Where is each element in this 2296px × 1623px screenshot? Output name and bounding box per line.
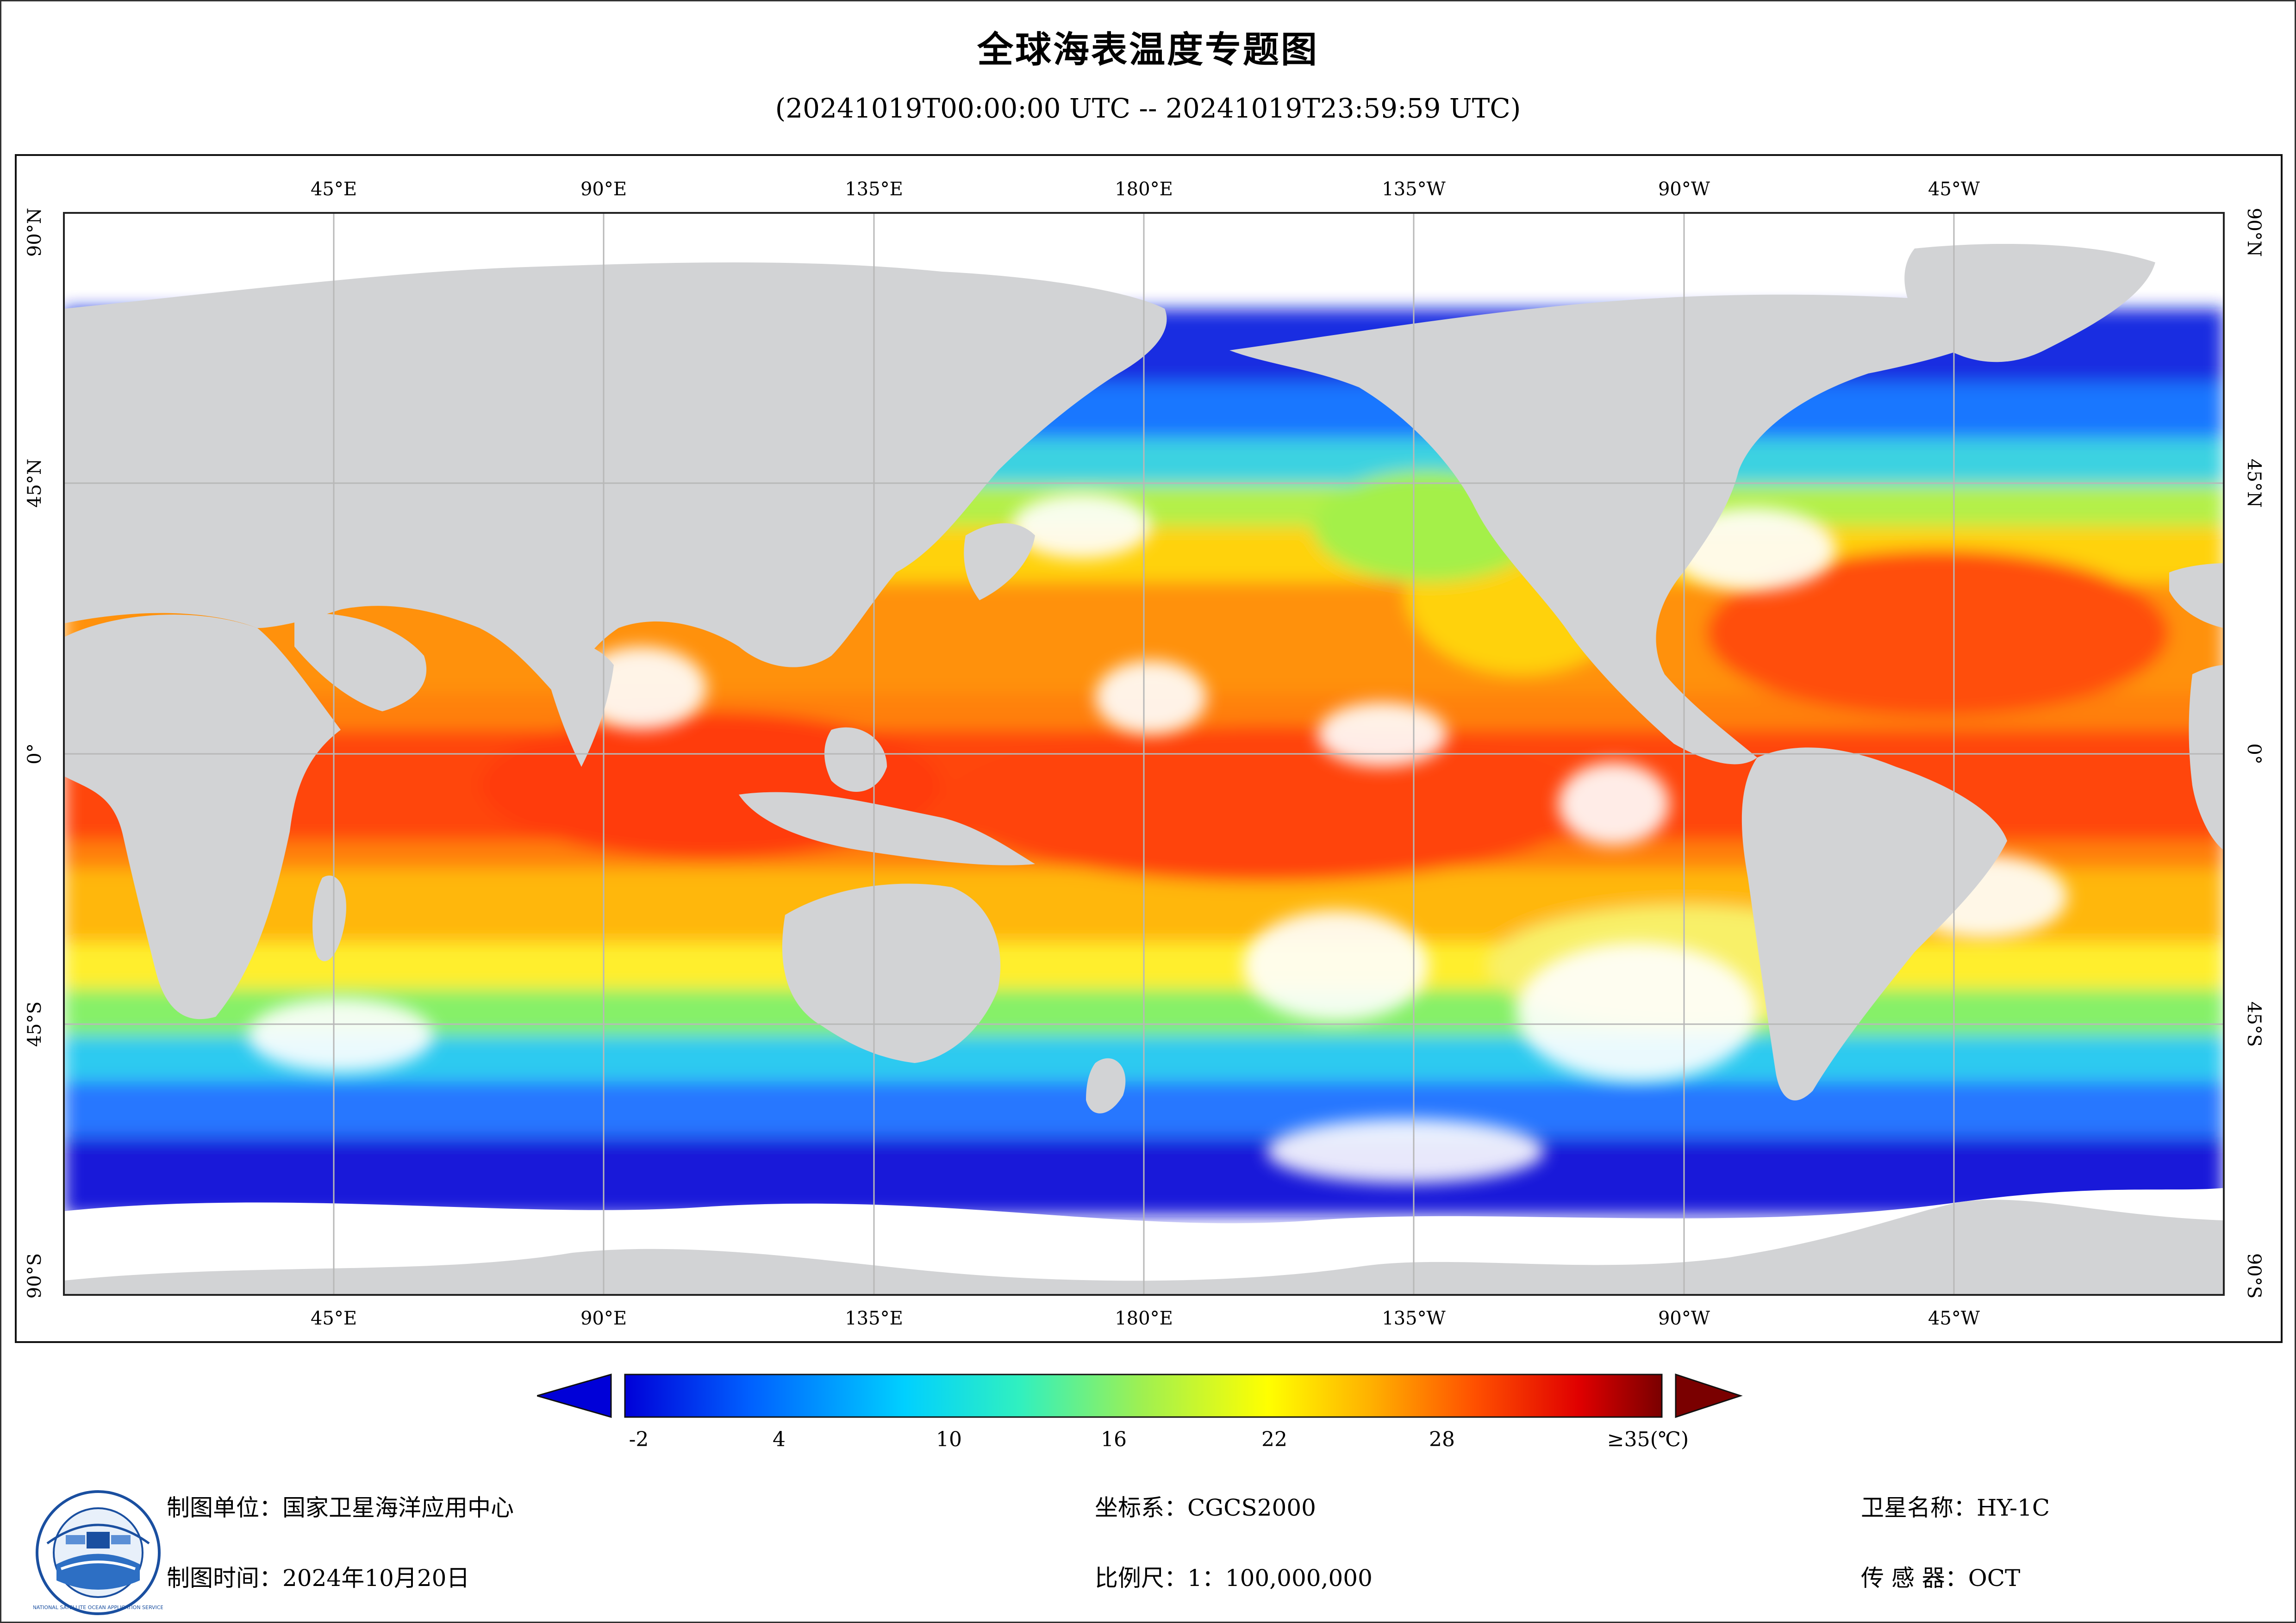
iberia-east-edge: [2169, 563, 2224, 628]
footer-satellite: 卫星名称：HY-1C: [1861, 1494, 2050, 1521]
map-subtitle: (20241019T00:00:00 UTC -- 20241019T23:59…: [775, 93, 1521, 124]
lon-tick-bottom-3: 180°E: [1115, 1308, 1173, 1329]
australia: [782, 883, 1001, 1063]
map-frame: 45°E 90°E 135°E 180°E 135°W 90°W 45°W 45…: [15, 154, 2283, 1343]
footer-date: 制图时间：2024年10月20日: [167, 1565, 470, 1592]
africa: [64, 615, 341, 1020]
lat-tick-right-3: 45°S: [2243, 1001, 2265, 1047]
footer-org: 制图单位：国家卫星海洋应用中心: [167, 1494, 514, 1521]
lat-tick-right-2: 0°: [2243, 743, 2265, 764]
colorbar-label-2: 10: [936, 1428, 962, 1451]
lon-tick-top-5: 90°W: [1658, 179, 1710, 200]
colorbar-min-arrow: [537, 1374, 612, 1418]
lon-tick-top-2: 135°E: [845, 179, 903, 200]
new-zealand: [1086, 1058, 1126, 1113]
lat-tick-left-3: 45°S: [24, 1001, 45, 1047]
lat-tick-left-2: 0°: [24, 743, 45, 764]
lon-tick-bottom-2: 135°E: [845, 1308, 903, 1329]
lon-tick-top-1: 90°E: [580, 179, 627, 200]
lat-tick-right-4: 90°S: [2243, 1253, 2265, 1299]
lat-ticks-left: 90°N 45°N 0° 45°S 90°S: [24, 208, 45, 1299]
arabian-peninsula: [294, 613, 427, 711]
north-america: [1229, 294, 2030, 765]
lon-tick-top-0: 45°E: [311, 179, 357, 200]
colorbar-label-3: 16: [1101, 1428, 1127, 1451]
lon-tick-bottom-4: 135°W: [1382, 1308, 1445, 1329]
map-inner-border: [63, 212, 2225, 1296]
madagascar: [312, 875, 346, 962]
borneo: [824, 727, 887, 792]
west-africa-east-edge: [2189, 665, 2224, 850]
eurasia: [64, 262, 1167, 702]
lat-tick-left-1: 45°N: [24, 459, 45, 508]
lon-tick-bottom-6: 45°W: [1928, 1308, 1980, 1329]
indonesia: [739, 792, 1035, 865]
lat-tick-right-1: 45°N: [2243, 459, 2265, 508]
colorbar-label-4: 22: [1261, 1428, 1287, 1451]
lat-tick-right-0: 90°N: [2243, 208, 2265, 257]
sst-map[interactable]: 45°E 90°E 135°E 180°E 135°W 90°W 45°W 45…: [17, 156, 2281, 1341]
footer-crs: 坐标系：CGCS2000: [1095, 1494, 1316, 1521]
lon-tick-top-3: 180°E: [1115, 179, 1173, 200]
lat-tick-left-0: 90°N: [24, 208, 45, 257]
logo-ring-text: NATIONAL SATELLITE OCEAN APPLICATION SER…: [33, 1604, 163, 1611]
colorbar-legend: -2 4 10 16 22 28 ≥35(℃): [537, 1373, 1743, 1451]
graticule: [64, 213, 2224, 1295]
colorbar-label-1: 4: [773, 1428, 786, 1451]
lon-ticks-bottom: 45°E 90°E 135°E 180°E 135°W 90°W 45°W: [311, 1308, 1980, 1329]
lon-tick-top-6: 45°W: [1928, 179, 1980, 200]
footer-sensor: 传 感 器：OCT: [1861, 1565, 2021, 1592]
colorbar-label-5: 28: [1429, 1428, 1455, 1451]
map-title: 全球海表温度专题图: [977, 29, 1319, 71]
nsoas-logo: NATIONAL SATELLITE OCEAN APPLICATION SER…: [33, 1490, 163, 1615]
lon-tick-bottom-1: 90°E: [580, 1308, 627, 1329]
colorbar-label-6: ≥35(℃): [1607, 1428, 1689, 1451]
lat-tick-left-4: 90°S: [24, 1253, 45, 1299]
colorbar-max-arrow: [1675, 1373, 1743, 1418]
footer-scale: 比例尺：1：100,000,000: [1095, 1565, 1373, 1592]
japan: [964, 523, 1035, 600]
lat-ticks-right: 90°N 45°N 0° 45°S 90°S: [2243, 208, 2265, 1299]
greenland: [1904, 244, 2155, 362]
lon-tick-top-4: 135°W: [1382, 179, 1445, 200]
lon-tick-bottom-5: 90°W: [1658, 1308, 1710, 1329]
lon-tick-bottom-0: 45°E: [311, 1308, 357, 1329]
colorbar-label-0: -2: [629, 1428, 649, 1451]
india: [544, 633, 614, 767]
lon-ticks-top: 45°E 90°E 135°E 180°E 135°W 90°W 45°W: [311, 179, 1980, 200]
colorbar-gradient: [624, 1374, 1663, 1418]
south-america: [1741, 747, 2007, 1101]
